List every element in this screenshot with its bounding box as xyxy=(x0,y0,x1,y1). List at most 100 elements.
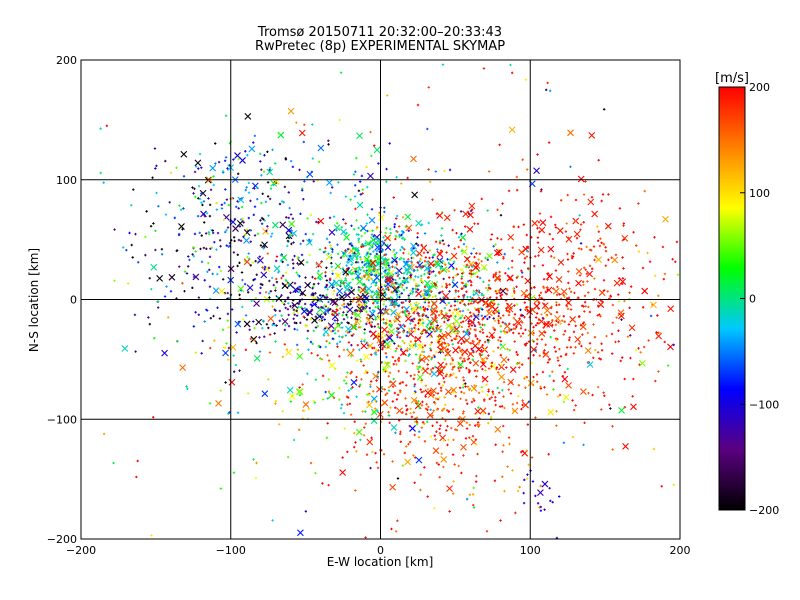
data-point-plus xyxy=(401,232,404,235)
data-point-plus xyxy=(431,327,435,330)
data-point-cross xyxy=(439,297,447,305)
data-point-plus xyxy=(382,345,385,349)
data-point-plus xyxy=(351,278,355,281)
data-point-plus xyxy=(413,481,416,484)
data-point-plus xyxy=(555,410,558,413)
data-point-plus xyxy=(491,336,494,339)
data-point-plus xyxy=(517,332,521,335)
data-point-plus xyxy=(407,258,410,261)
data-point-plus xyxy=(205,309,209,312)
data-point-plus xyxy=(583,421,586,425)
data-point-plus xyxy=(352,333,355,336)
data-point-plus xyxy=(272,322,275,325)
data-point-cross xyxy=(356,201,364,209)
data-point-cross xyxy=(405,315,412,323)
data-point-plus xyxy=(352,173,356,176)
data-point-plus xyxy=(327,359,331,362)
data-point-plus xyxy=(438,251,442,255)
data-point-plus xyxy=(465,421,469,424)
data-point-plus xyxy=(508,442,511,446)
data-point-cross xyxy=(332,279,340,287)
data-point-plus xyxy=(507,313,511,317)
data-point-plus xyxy=(304,232,307,236)
data-point-plus xyxy=(218,239,222,242)
data-point-cross xyxy=(237,196,245,204)
data-point-plus xyxy=(244,188,247,192)
data-point-plus xyxy=(417,370,421,374)
data-point-plus xyxy=(345,313,348,317)
data-point-plus xyxy=(369,385,372,388)
data-point-plus xyxy=(432,393,435,397)
data-point-plus xyxy=(387,411,390,414)
data-point-plus xyxy=(543,386,546,389)
data-point-plus xyxy=(631,395,634,398)
data-point-plus xyxy=(385,167,388,171)
data-point-plus xyxy=(507,358,510,361)
data-point-plus xyxy=(287,282,291,286)
data-point-plus xyxy=(315,220,318,224)
data-point-plus xyxy=(348,402,352,405)
data-point-plus xyxy=(338,335,341,338)
data-point-plus xyxy=(614,253,618,257)
data-point-plus xyxy=(362,306,365,309)
data-point-plus xyxy=(442,465,445,469)
data-point-plus xyxy=(389,227,392,231)
data-point-plus xyxy=(363,426,366,429)
data-point-plus xyxy=(352,228,356,231)
data-point-cross xyxy=(641,287,649,295)
data-point-plus xyxy=(568,336,571,339)
data-point-plus xyxy=(433,401,436,404)
data-point-cross xyxy=(390,309,397,316)
data-point-plus xyxy=(226,291,229,295)
data-point-cross xyxy=(396,407,403,415)
data-point-cross xyxy=(468,318,476,326)
data-point-plus xyxy=(377,370,380,374)
data-point-plus xyxy=(432,409,435,412)
data-point-plus xyxy=(448,315,451,319)
data-point-plus xyxy=(512,316,515,320)
data-point-plus xyxy=(525,449,529,452)
data-point-plus xyxy=(385,392,389,395)
data-point-cross xyxy=(300,307,308,315)
data-point-plus xyxy=(476,423,479,426)
data-point-plus xyxy=(409,374,413,378)
data-point-plus xyxy=(453,247,456,250)
data-point-plus xyxy=(460,390,463,394)
data-point-plus xyxy=(365,253,368,257)
data-point-plus xyxy=(648,260,652,263)
data-point-plus xyxy=(585,245,588,249)
data-point-plus xyxy=(336,319,339,322)
data-point-plus xyxy=(606,290,609,293)
data-point-plus xyxy=(344,195,348,198)
data-point-plus xyxy=(470,252,473,255)
data-point-plus xyxy=(512,287,515,290)
data-point-plus xyxy=(302,140,305,144)
data-point-plus xyxy=(259,152,262,156)
data-point-plus xyxy=(396,214,399,218)
data-point-plus xyxy=(579,223,583,226)
data-point-plus xyxy=(361,260,364,264)
data-point-plus xyxy=(205,212,209,215)
data-point-plus xyxy=(602,279,606,282)
data-point-cross xyxy=(587,198,595,206)
data-point-plus xyxy=(480,292,484,295)
data-point-plus xyxy=(475,271,478,274)
data-point-plus xyxy=(402,330,406,333)
data-point-plus xyxy=(355,359,359,363)
data-point-plus xyxy=(312,180,315,183)
data-point-plus xyxy=(148,322,152,326)
data-point-plus xyxy=(299,321,302,325)
data-point-plus xyxy=(373,256,377,260)
data-point-plus xyxy=(420,390,424,394)
data-point-plus xyxy=(393,253,397,256)
data-point-plus xyxy=(458,386,462,389)
data-point-plus xyxy=(436,248,439,251)
data-point-plus xyxy=(638,363,641,366)
data-point-plus xyxy=(399,440,402,443)
data-point-cross xyxy=(463,330,471,338)
data-point-plus xyxy=(376,299,380,303)
data-point-plus xyxy=(432,253,435,257)
data-point-plus xyxy=(577,247,581,250)
data-point-plus xyxy=(429,408,432,411)
data-point-plus xyxy=(375,227,378,231)
